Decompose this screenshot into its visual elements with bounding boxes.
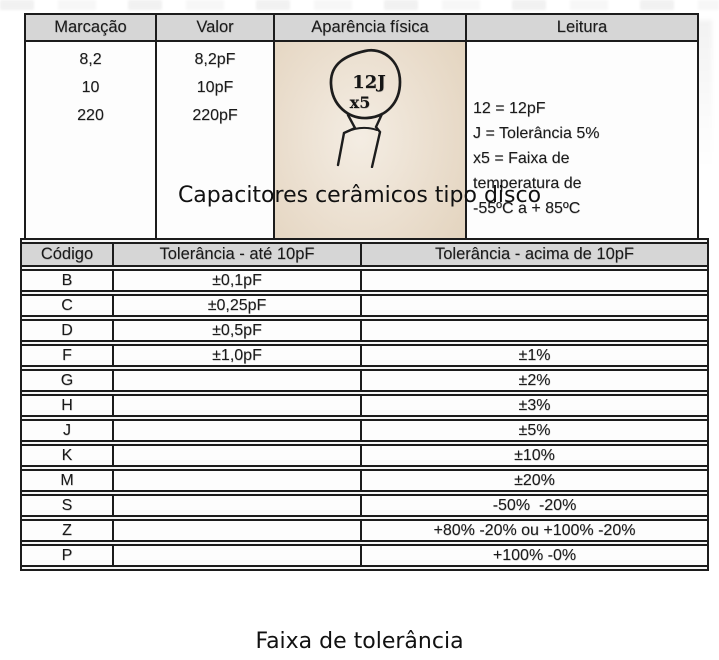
table-row: D ±0,5pF bbox=[22, 319, 707, 342]
tolerance-above-10pf-cell: -50% -20% bbox=[360, 494, 707, 517]
marking-code: 10 bbox=[81, 79, 100, 96]
marking-code: 8,2 bbox=[79, 51, 102, 68]
tolerance-table-header: Código Tolerância - até 10pF Tolerância … bbox=[22, 242, 707, 267]
marking-value: 220pF bbox=[192, 107, 238, 124]
tolerance-upto-10pf-cell bbox=[112, 544, 360, 567]
code-cell: S bbox=[22, 494, 112, 517]
caption-disc-capacitors: Capacitores cerâmicos tipo disco bbox=[177, 183, 542, 208]
tolerance-table: Código Tolerância - até 10pF Tolerância … bbox=[20, 238, 709, 571]
tolerance-upto-10pf-cell bbox=[112, 519, 360, 542]
header-row: Código Tolerância - até 10pF Tolerância … bbox=[22, 242, 707, 267]
tolerance-above-10pf-cell bbox=[360, 294, 707, 317]
header-valor: Valor bbox=[155, 13, 275, 42]
caption-tolerance-range: Faixa de tolerância bbox=[255, 629, 464, 654]
marking-value: 8,2pF bbox=[194, 51, 236, 68]
tolerance-above-10pf-cell: ±5% bbox=[360, 419, 707, 442]
tolerance-upto-10pf-cell bbox=[112, 394, 360, 417]
tolerance-above-10pf-cell: ±3% bbox=[360, 394, 707, 417]
header-leitura: Leitura bbox=[465, 13, 699, 42]
tolerance-above-10pf-cell: +80% -20% ou +100% -20% bbox=[360, 519, 707, 542]
header-marcacao: Marcação bbox=[24, 13, 157, 42]
code-cell: F bbox=[22, 344, 112, 367]
tolerance-above-10pf-cell: ±10% bbox=[360, 444, 707, 467]
capacitor-left-lead bbox=[336, 113, 357, 167]
table-row: F ±1,0pF ±1% bbox=[22, 344, 707, 367]
code-cell: D bbox=[22, 319, 112, 342]
table-row: K ±10% bbox=[22, 444, 707, 467]
capacitor-disc-outline bbox=[329, 48, 402, 120]
tolerance-upto-10pf-cell: ±0,25pF bbox=[112, 294, 360, 317]
marking-values-cell: 8,2pF 10pF 220pF bbox=[155, 40, 275, 273]
tolerance-above-10pf-cell: ±1% bbox=[360, 344, 707, 367]
code-cell: M bbox=[22, 469, 112, 492]
capacitor-marking-text: 12J bbox=[352, 72, 386, 93]
reading-line: -55ºC a + 85ºC bbox=[473, 200, 581, 217]
capacitor-right-lead bbox=[370, 112, 384, 168]
table-row: B ±0,1pF bbox=[22, 269, 707, 292]
marking-code: 220 bbox=[77, 107, 104, 124]
scan-noise-strip bbox=[0, 0, 719, 10]
reading-line: x5 = Faixa de bbox=[473, 150, 570, 167]
tolerance-above-10pf-cell bbox=[360, 269, 707, 292]
marking-codes-cell: 8,2 10 220 bbox=[24, 40, 157, 273]
table-row: J ±5% bbox=[22, 419, 707, 442]
tolerance-above-10pf-cell bbox=[360, 319, 707, 342]
header-codigo: Código bbox=[22, 242, 112, 267]
table-row: G ±2% bbox=[22, 369, 707, 392]
marking-value: 10pF bbox=[196, 79, 234, 96]
reading-line: J = Tolerância 5% bbox=[473, 125, 600, 142]
capacitor-marking-table: Marcação Valor Aparência física Leitura … bbox=[24, 13, 699, 273]
tolerance-upto-10pf-cell bbox=[112, 469, 360, 492]
code-cell: Z bbox=[22, 519, 112, 542]
table-row: S -50% -20% bbox=[22, 494, 707, 517]
header-aparencia: Aparência física bbox=[273, 13, 467, 42]
physical-appearance-cell: 12J x5 bbox=[273, 40, 467, 273]
tolerance-upto-10pf-cell: ±1,0pF bbox=[112, 344, 360, 367]
code-cell: P bbox=[22, 544, 112, 567]
code-cell: J bbox=[22, 419, 112, 442]
code-cell: G bbox=[22, 369, 112, 392]
tolerance-upto-10pf-cell: ±0,1pF bbox=[112, 269, 360, 292]
tolerance-upto-10pf-cell bbox=[112, 369, 360, 392]
header-row: Marcação Valor Aparência física Leitura bbox=[24, 13, 699, 42]
tolerance-upto-10pf-cell bbox=[112, 494, 360, 517]
table-row: H ±3% bbox=[22, 394, 707, 417]
table-row: P +100% -0% bbox=[22, 544, 707, 567]
tolerance-upto-10pf-cell bbox=[112, 444, 360, 467]
tolerance-above-10pf-cell: +100% -0% bbox=[360, 544, 707, 567]
table-row: C ±0,25pF bbox=[22, 294, 707, 317]
header-tolerancia-acima: Tolerância - acima de 10pF bbox=[360, 242, 707, 267]
code-cell: C bbox=[22, 294, 112, 317]
code-cell: H bbox=[22, 394, 112, 417]
marking-table-body-row: 8,2 10 220 8,2pF 10pF 220pF 12J x5 12 = 12pF… bbox=[24, 40, 699, 273]
table-row: M ±20% bbox=[22, 469, 707, 492]
tolerance-upto-10pf-cell: ±0,5pF bbox=[112, 319, 360, 342]
reading-line: 12 = 12pF bbox=[473, 100, 546, 117]
tolerance-upto-10pf-cell bbox=[112, 419, 360, 442]
reading-line: temperatura de bbox=[473, 175, 582, 192]
marking-table-header: Marcação Valor Aparência física Leitura bbox=[24, 13, 699, 42]
code-cell: K bbox=[22, 444, 112, 467]
table-row: Z +80% -20% ou +100% -20% bbox=[22, 519, 707, 542]
capacitor-temp-code-text: x5 bbox=[350, 93, 371, 112]
code-cell: B bbox=[22, 269, 112, 292]
tolerance-above-10pf-cell: ±2% bbox=[360, 369, 707, 392]
header-tolerancia-ate: Tolerância - até 10pF bbox=[112, 242, 360, 267]
reading-explanation-cell: 12 = 12pF J = Tolerância 5% x5 = Faixa de t… bbox=[465, 40, 699, 273]
disc-capacitor-sketch: 12J x5 bbox=[329, 48, 402, 168]
capacitor-lead-bridge bbox=[345, 126, 378, 133]
tolerance-table-body: B ±0,1pF C ±0,25pF D ±0,5pF F ±1,0pF ±1% G ±2% H ±3%… bbox=[22, 269, 707, 567]
tolerance-above-10pf-cell: ±20% bbox=[360, 469, 707, 492]
